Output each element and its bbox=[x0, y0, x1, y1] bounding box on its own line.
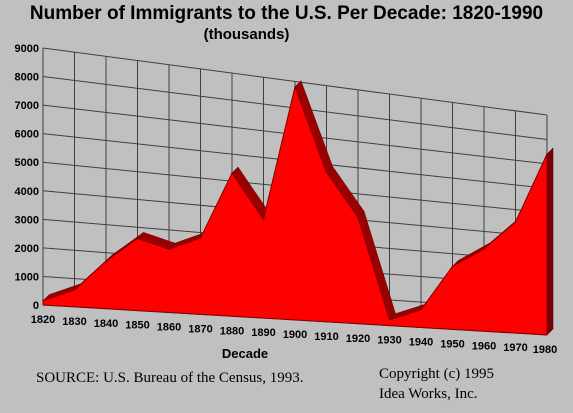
data-point-1980 bbox=[546, 153, 548, 155]
data-point-1940 bbox=[420, 308, 422, 311]
data-point-1840 bbox=[105, 260, 107, 262]
data-point-1870 bbox=[199, 237, 202, 239]
y-tick-label: 5000 bbox=[15, 157, 39, 169]
data-point-1820 bbox=[42, 299, 44, 302]
data-point-1830 bbox=[73, 289, 76, 291]
data-point-1880 bbox=[231, 172, 233, 174]
x-tick-label: 1910 bbox=[314, 331, 338, 343]
source-note: SOURCE: U.S. Bureau of the Census, 1993. bbox=[36, 370, 304, 386]
y-tick-label: 7000 bbox=[15, 100, 39, 112]
data-point-1860 bbox=[168, 248, 170, 250]
y-axis-ticks: 0 1000 2000 3000 4000 5000 6000 7000 8000 9000 bbox=[15, 43, 39, 312]
y-tick-label: 3000 bbox=[15, 214, 39, 226]
x-tick-label: 1850 bbox=[125, 320, 149, 332]
x-tick-label: 1950 bbox=[440, 338, 464, 350]
x-tick-label: 1890 bbox=[251, 327, 275, 339]
x-tick-label: 1840 bbox=[94, 318, 118, 330]
data-point-1970 bbox=[514, 221, 517, 223]
chart-title: Number of Immigrants to the U.S. Per Dec… bbox=[29, 3, 544, 24]
copyright-note: Copyright (c) 1995 Idea Works, Inc. bbox=[379, 364, 494, 404]
x-tick-label: 1960 bbox=[472, 340, 496, 352]
y-tick-label: 9000 bbox=[15, 43, 39, 55]
data-point-1850 bbox=[136, 237, 139, 240]
y-tick-label: 0 bbox=[33, 300, 39, 312]
data-point-1960 bbox=[483, 248, 485, 250]
area-series bbox=[42, 79, 554, 336]
x-tick-label: 1980 bbox=[533, 344, 557, 356]
y-tick-label: 4000 bbox=[15, 186, 39, 198]
x-tick-label: 1880 bbox=[220, 325, 244, 337]
y-tick-label: 6000 bbox=[15, 129, 39, 141]
data-point-1890 bbox=[262, 218, 265, 220]
y-tick-label: 8000 bbox=[15, 72, 39, 84]
x-tick-label: 1860 bbox=[157, 322, 181, 334]
chart-subtitle: (thousands) bbox=[203, 26, 290, 43]
y-tick-label: 2000 bbox=[15, 243, 39, 255]
x-axis-ticks: 1820 1830 1840 1850 1860 1870 1880 1890 1900 1910… bbox=[31, 314, 557, 356]
x-tick-label: 1940 bbox=[409, 337, 433, 349]
x-tick-label: 1820 bbox=[31, 314, 55, 326]
data-point-1900 bbox=[294, 86, 296, 88]
x-tick-label: 1920 bbox=[346, 333, 370, 345]
data-point-1910 bbox=[325, 171, 328, 174]
x-tick-label: 1930 bbox=[377, 335, 401, 347]
x-tick-label: 1970 bbox=[503, 342, 527, 354]
copyright-line-1: Copyright (c) 1995 bbox=[379, 366, 494, 382]
area-front-face bbox=[42, 85, 548, 336]
data-point-1920 bbox=[357, 216, 359, 219]
x-axis-title: Decade bbox=[222, 346, 268, 361]
x-tick-label: 1830 bbox=[62, 316, 86, 328]
data-point-1950 bbox=[451, 265, 454, 268]
y-tick-label: 1000 bbox=[15, 271, 39, 283]
area-end-face bbox=[546, 147, 554, 336]
copyright-line-2: Idea Works, Inc. bbox=[379, 386, 478, 402]
x-tick-label: 1900 bbox=[283, 329, 307, 341]
data-point-1930 bbox=[388, 318, 391, 321]
x-tick-label: 1870 bbox=[188, 323, 212, 335]
